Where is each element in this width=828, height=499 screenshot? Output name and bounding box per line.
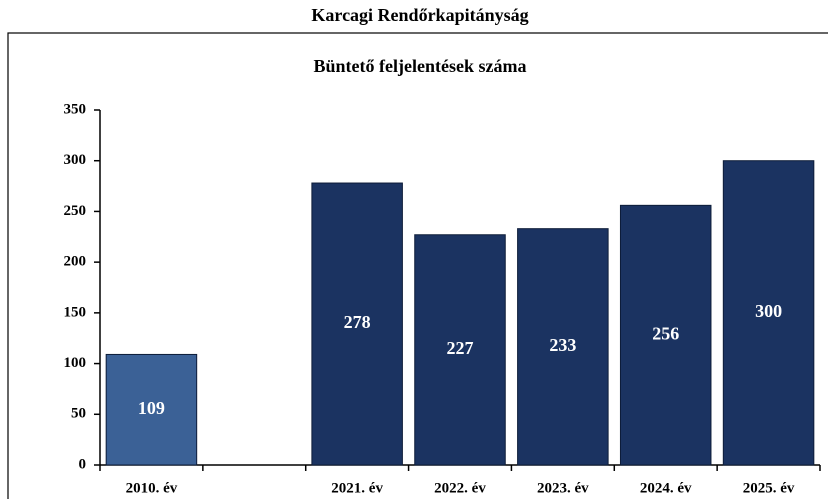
- y-tick-label: 150: [64, 304, 87, 320]
- y-tick-label: 300: [64, 152, 87, 168]
- value-label: 300: [755, 301, 782, 321]
- value-label: 227: [447, 338, 474, 358]
- y-tick-label: 0: [79, 456, 87, 472]
- y-tick-label: 50: [71, 406, 86, 422]
- x-tick-label: 2024. év: [640, 480, 692, 496]
- bar: [619, 204, 712, 466]
- bar: [517, 228, 609, 466]
- value-label: 233: [549, 335, 576, 355]
- value-label: 109: [138, 398, 165, 418]
- bar: [722, 160, 815, 466]
- bar: [311, 182, 403, 466]
- x-tick-label: 2025. év: [743, 480, 795, 496]
- x-tick-label: 2022. év: [434, 480, 486, 496]
- bar: [414, 234, 506, 466]
- chart-subtitle: Büntető feljelentések száma: [314, 56, 527, 76]
- x-tick-label: 2023. év: [537, 480, 589, 496]
- chart-title: Karcagi Rendőrkapitányság: [311, 5, 528, 25]
- value-label: 278: [344, 312, 371, 332]
- y-tick-label: 100: [64, 355, 87, 371]
- y-tick-label: 350: [64, 101, 87, 117]
- y-tick-label: 250: [64, 203, 87, 219]
- bar: [105, 353, 198, 466]
- x-tick-label: 2021. év: [331, 480, 383, 496]
- chart-frame: [7, 32, 828, 499]
- value-label: 256: [652, 323, 679, 343]
- y-tick-label: 200: [64, 254, 87, 270]
- x-tick-label: 2010. év: [126, 480, 178, 496]
